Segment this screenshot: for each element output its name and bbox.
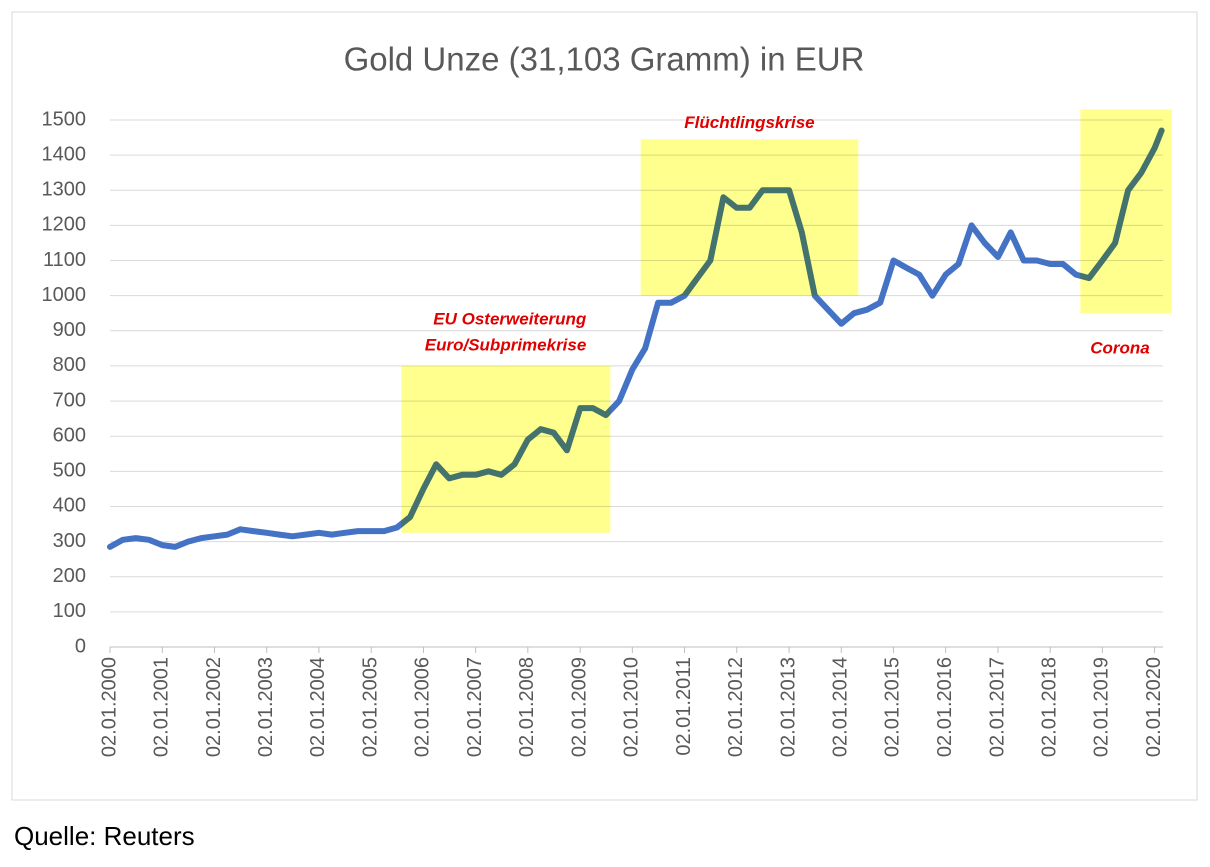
- x-tick-label: 02.01.2004: [307, 657, 329, 757]
- x-tick-label: 02.01.2020: [1143, 657, 1165, 757]
- x-tick-label: 02.01.2008: [516, 657, 538, 757]
- x-tick-label: 02.01.2001: [151, 657, 173, 757]
- annotation-label: Corona: [1090, 339, 1150, 358]
- y-tick-label: 900: [53, 319, 86, 341]
- x-tick-label: 02.01.2011: [673, 657, 695, 756]
- x-tick-label: 02.01.2006: [412, 657, 434, 757]
- y-tick-label: 1000: [42, 284, 87, 306]
- y-tick-label: 300: [53, 530, 86, 552]
- y-tick-label: 1100: [43, 249, 86, 271]
- y-tick-label: 1300: [42, 179, 87, 201]
- y-tick-label: 400: [53, 495, 86, 517]
- y-tick-label: 1400: [42, 143, 87, 165]
- y-tick-label: 500: [53, 460, 86, 482]
- y-tick-label: 200: [53, 565, 86, 587]
- x-tick-label: 02.01.2003: [255, 657, 277, 757]
- x-tick-label: 02.01.2016: [934, 657, 956, 757]
- x-tick-label: 02.01.2015: [882, 657, 904, 757]
- x-tick-label: 02.01.2010: [621, 657, 643, 757]
- x-tick-label: 02.01.2018: [1038, 657, 1060, 757]
- x-tick-label: 02.01.2002: [203, 657, 225, 757]
- annotation-label: Euro/Subprimekrise: [425, 335, 587, 354]
- x-tick-label: 02.01.2009: [568, 657, 590, 757]
- x-tick-label: 02.01.2007: [464, 657, 486, 757]
- chart-title: Gold Unze (31,103 Gramm) in EUR: [344, 41, 865, 78]
- highlight-box: [401, 365, 611, 533]
- annotation-label: EU Osterweiterung: [433, 309, 587, 328]
- x-tick-label: 02.01.2005: [360, 657, 382, 757]
- annotation-label: Flüchtlingskrise: [684, 113, 814, 132]
- y-tick-label: 700: [53, 389, 86, 411]
- price-line: [107, 127, 1165, 550]
- y-tick-label: 0: [75, 635, 86, 657]
- x-tick-label: 02.01.2013: [777, 657, 799, 757]
- y-tick-label: 800: [53, 354, 86, 376]
- y-tick-label: 100: [53, 600, 86, 622]
- y-tick-label: 600: [53, 424, 86, 446]
- x-tick-label: 02.01.2000: [98, 657, 120, 757]
- y-tick-label: 1500: [42, 108, 87, 130]
- x-tick-label: 02.01.2017: [986, 657, 1008, 757]
- x-tick-label: 02.01.2019: [1091, 657, 1113, 757]
- x-tick-label: 02.01.2014: [830, 657, 852, 757]
- highlight-box: [640, 139, 859, 296]
- source: Quelle: Reuters: [14, 821, 195, 851]
- y-tick-label: 1200: [42, 214, 87, 236]
- highlight-box: [1080, 109, 1172, 314]
- x-tick-label: 02.01.2012: [725, 657, 747, 757]
